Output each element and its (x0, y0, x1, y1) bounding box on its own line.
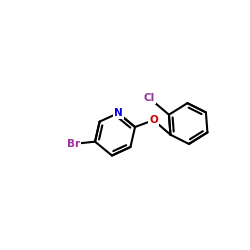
Text: O: O (149, 115, 158, 125)
Text: N: N (114, 108, 122, 118)
Text: Br: Br (67, 139, 80, 149)
Text: Cl: Cl (143, 93, 154, 103)
